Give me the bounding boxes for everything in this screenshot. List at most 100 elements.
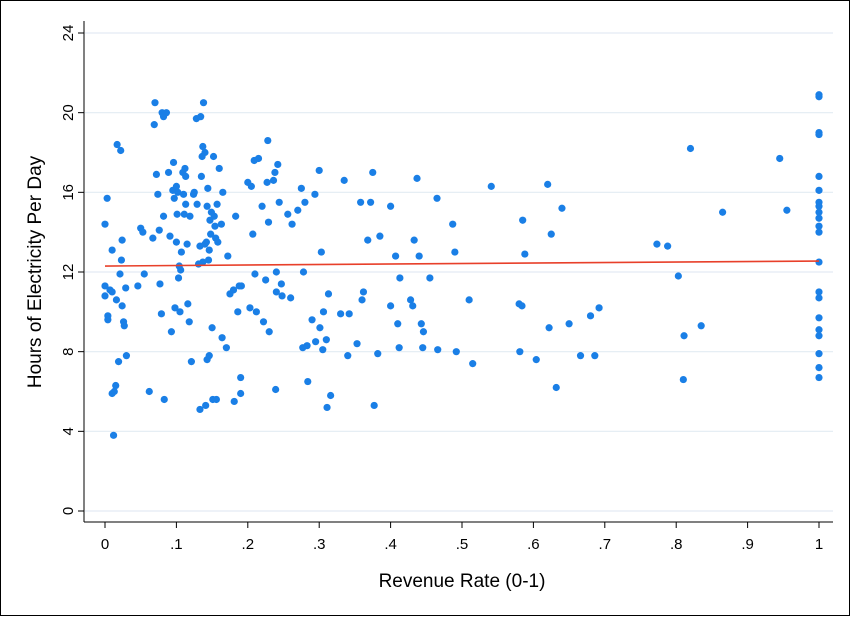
data-point [316,324,324,332]
data-point [272,288,280,296]
data-point [113,140,121,149]
data-point [434,346,442,354]
x-tick-label: .8 [670,536,683,553]
data-point [247,182,255,190]
data-point [323,403,331,412]
data-point [301,198,309,206]
data-point [357,198,365,206]
data-point [419,344,427,352]
data-point [419,328,428,336]
data-point [164,168,173,177]
data-point [376,232,384,240]
data-point [815,208,823,216]
data-point [565,320,573,328]
x-axis-label: Revenue Rate (0-1) [379,571,546,592]
data-point [358,296,366,304]
data-point [340,176,348,184]
data-point [487,182,495,190]
data-point [179,190,188,198]
data-point [174,274,183,282]
data-point [254,154,263,163]
y-tick-label: 12 [60,264,77,281]
data-point [697,322,705,330]
data-point [211,222,219,230]
data-point [213,200,221,208]
data-point [208,324,216,332]
data-point [167,328,176,336]
data-point [274,160,282,169]
data-point [345,310,353,318]
data-point [170,194,178,202]
data-point [190,188,198,196]
data-point [815,228,823,236]
data-point [394,320,402,328]
data-point [117,256,126,264]
data-point [199,142,207,151]
data-point [182,200,190,208]
data-point [319,346,327,354]
data-point [521,250,529,258]
data-point [287,294,295,302]
data-point [169,158,178,167]
data-point [197,113,205,121]
data-point [433,194,441,202]
y-tick-label: 16 [60,184,77,201]
data-point [166,232,174,240]
data-point [218,334,226,342]
data-point [112,296,121,304]
data-point [101,282,109,290]
data-point [591,352,599,360]
data-point [317,248,325,256]
data-point [815,172,823,180]
data-point [249,230,257,238]
data-point [262,276,270,284]
data-point [413,174,421,182]
data-point [679,375,687,384]
data-point [237,389,245,398]
data-point [185,318,193,326]
data-point [159,212,168,220]
fit-line [104,260,820,267]
data-point [815,314,823,322]
data-point [173,210,181,218]
data-point [547,230,555,238]
data-point [162,109,171,117]
data-point [186,212,194,220]
data-point [177,248,185,256]
data-point [215,164,223,173]
data-point [122,352,131,360]
data-point [595,304,603,312]
data-point [234,308,242,316]
data-point [202,238,210,246]
data-point [110,387,118,396]
data-point [308,316,316,324]
data-point [246,304,254,312]
data-point [815,364,823,372]
data-point [410,236,418,244]
data-point [284,210,292,218]
x-tick-label: 0 [101,536,109,553]
data-point [271,168,279,177]
data-point [145,387,153,396]
data-point [205,246,213,254]
y-axis-label: Hours of Electricity Per Day [25,155,46,388]
data-point [151,99,159,107]
data-point [117,146,125,155]
data-point [364,236,372,244]
data-point [264,136,272,145]
data-point [278,292,286,300]
data-point [680,332,688,340]
data-point [406,296,415,304]
data-point [815,186,823,194]
data-point [108,288,116,296]
fit-line-group [104,260,820,267]
data-point [104,316,112,324]
data-point [251,270,259,278]
grid-lines [85,32,833,512]
data-point [294,206,302,214]
data-point [203,202,211,210]
data-point [653,240,661,248]
data-point [230,397,238,406]
data-point [181,164,189,173]
